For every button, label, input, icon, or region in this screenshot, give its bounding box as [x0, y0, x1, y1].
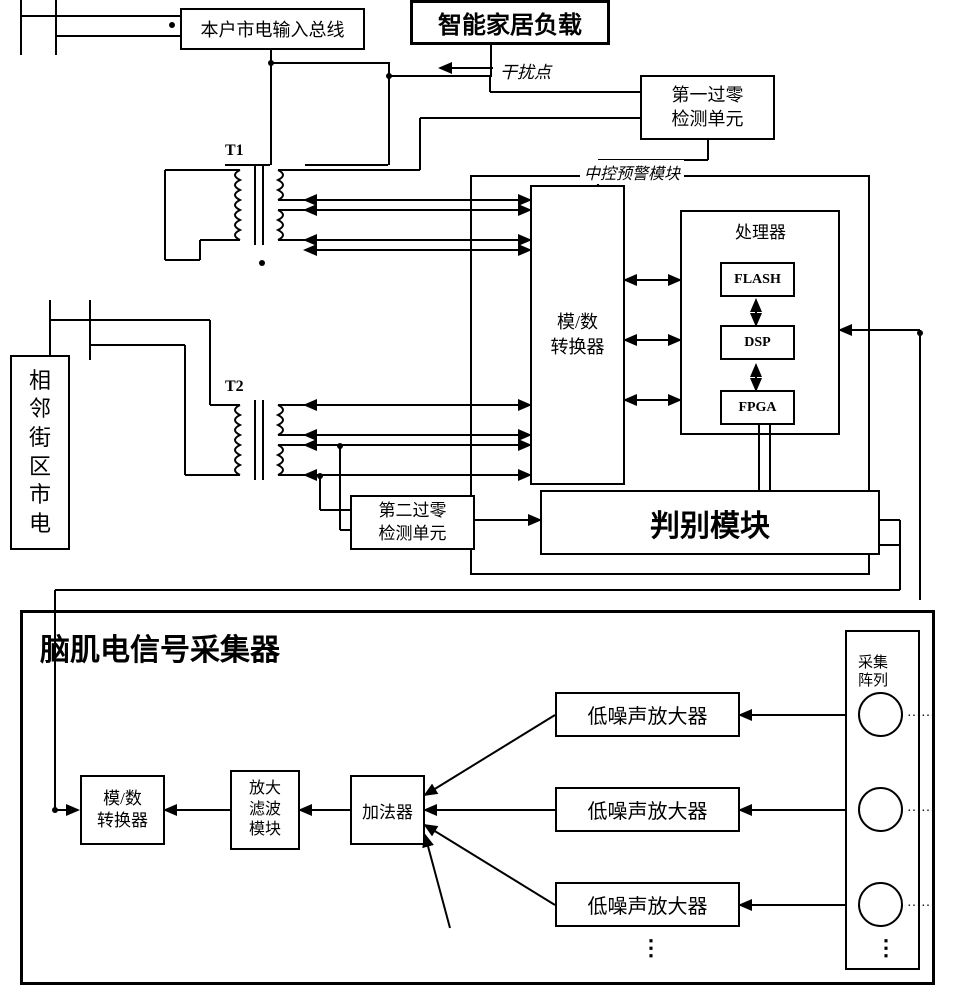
t1-label: T1 — [225, 142, 244, 160]
lna-label-3: 低噪声放大器 — [588, 890, 708, 919]
adc2-label: 模/数 转换器 — [97, 788, 148, 832]
flash-box: FLASH — [720, 262, 795, 297]
zero-cross-1-box: 第一过零 检测单元 — [640, 75, 775, 140]
adc1-label: 模/数 转换器 — [551, 310, 605, 360]
fpga-label: FPGA — [738, 400, 776, 416]
sensor-circle-1 — [858, 692, 903, 737]
amp-filter-box: 放大 滤波 模块 — [230, 770, 300, 850]
mains-input-bus-box: 本户市电输入总线 — [180, 8, 365, 50]
processor-label: 处理器 — [735, 218, 786, 243]
load-h — [388, 75, 492, 77]
ellipsis-1: …… — [907, 705, 935, 721]
power-line-h1 — [20, 15, 180, 17]
discriminator-label: 判别模块 — [650, 501, 770, 545]
ellipsis-3: …… — [907, 895, 935, 911]
mains-input-bus-label: 本户市电输入总线 — [201, 16, 345, 42]
eeg-collector-title: 脑肌电信号采集器 — [40, 625, 280, 669]
power-line-h2 — [55, 35, 180, 37]
ellipsis-2: …… — [907, 800, 935, 816]
bus-right-h — [270, 62, 390, 64]
amp-filter-label: 放大 滤波 模块 — [249, 779, 281, 841]
lna-label-1: 低噪声放大器 — [588, 700, 708, 729]
load-down-v — [490, 45, 492, 75]
power-line-v2 — [55, 0, 57, 55]
dsp-label: DSP — [744, 335, 770, 351]
flash-label: FLASH — [734, 272, 781, 288]
smart-home-load-box: 智能家居负载 — [410, 0, 610, 45]
sensor-circle-3 — [858, 882, 903, 927]
lna-label-2: 低噪声放大器 — [588, 795, 708, 824]
bus-right-v — [388, 62, 390, 165]
sensor-circle-2 — [858, 787, 903, 832]
zero-cross-2-label: 第二过零 检测单元 — [379, 500, 447, 544]
adjacent-mains-label: 相 邻 街 区 市 电 — [29, 367, 51, 539]
zero-cross-1-label: 第一过零 检测单元 — [672, 84, 744, 131]
adjacent-mains-box: 相 邻 街 区 市 电 — [10, 355, 70, 550]
fpga-box: FPGA — [720, 390, 795, 425]
lna-box-1: 低噪声放大器 — [555, 692, 740, 737]
smart-home-load-label: 智能家居负载 — [438, 5, 582, 40]
bus-down-v — [270, 50, 272, 165]
t2-label: T2 — [225, 378, 244, 396]
collection-array-label: 采集 阵列 — [858, 636, 888, 690]
vdots-array: ⋮ — [875, 935, 897, 961]
vdots-lna: ⋮ — [640, 935, 662, 961]
adc2-box: 模/数 转换器 — [80, 775, 165, 845]
lna-box-2: 低噪声放大器 — [555, 787, 740, 832]
adder-label: 加法器 — [362, 798, 413, 823]
discriminator-box: 判别模块 — [540, 490, 880, 555]
zero-cross-2-box: 第二过零 检测单元 — [350, 495, 475, 550]
interference-point-label: 干扰点 — [500, 58, 551, 83]
adder-box: 加法器 — [350, 775, 425, 845]
power-line-v1 — [20, 0, 22, 55]
dsp-box: DSP — [720, 325, 795, 360]
central-control-title: 中控预警模块 — [580, 160, 684, 184]
lna-box-3: 低噪声放大器 — [555, 882, 740, 927]
adc1-box: 模/数 转换器 — [530, 185, 625, 485]
